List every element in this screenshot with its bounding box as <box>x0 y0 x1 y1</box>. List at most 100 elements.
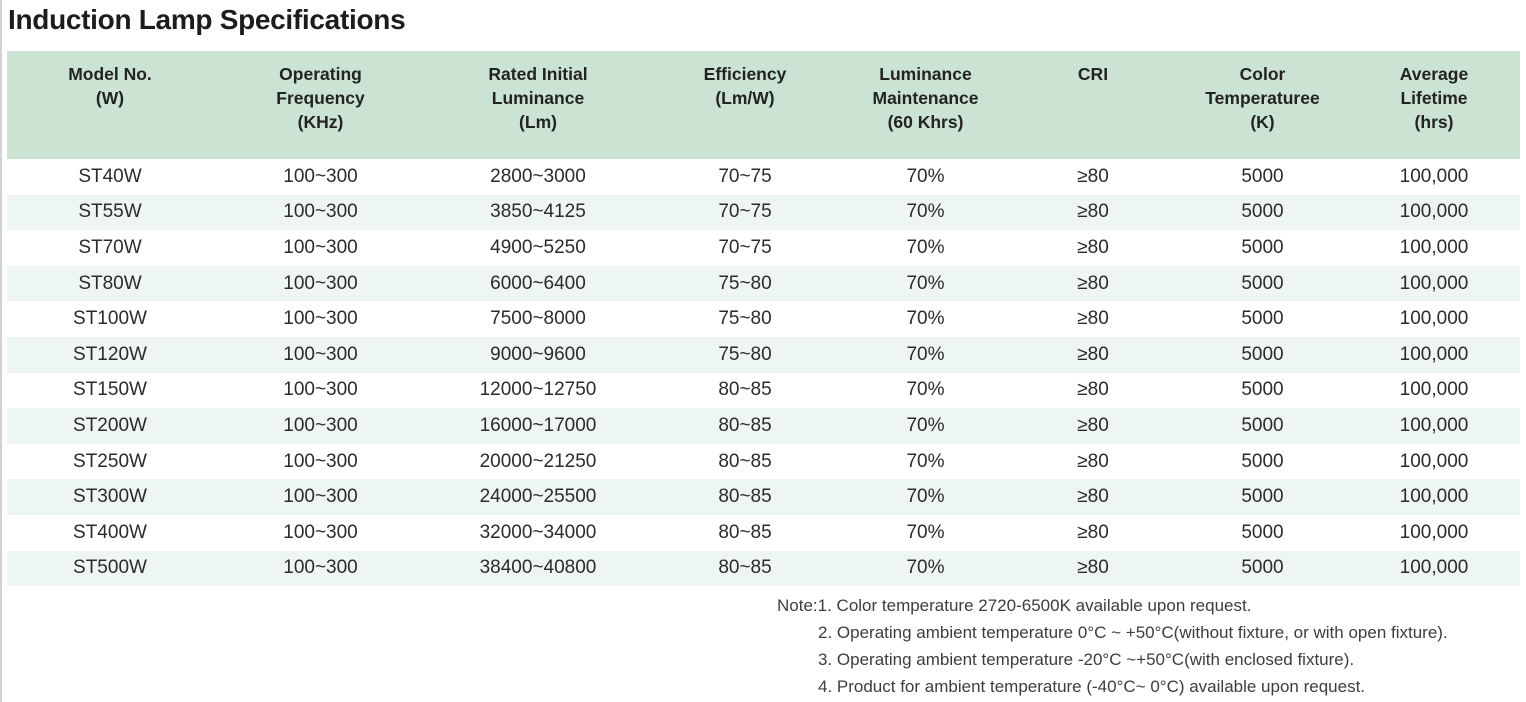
cell-efficiency: 75~80 <box>718 272 772 294</box>
cell-efficiency: 80~85 <box>718 450 772 472</box>
cell-cri: ≥80 <box>1077 272 1109 294</box>
table-row: ST200W 100~300 16000~17000 80~85 70% ≥80… <box>7 408 1520 444</box>
cell-rated-initial-luminance: 20000~21250 <box>479 450 597 472</box>
cell-cri: ≥80 <box>1077 521 1109 543</box>
cell-color-temperature: 5000 <box>1241 486 1284 508</box>
cell-luminance-maintenance: 70% <box>906 343 945 365</box>
cell-operating-frequency: 100~300 <box>283 521 358 543</box>
cell-rated-initial-luminance: 24000~25500 <box>479 486 597 508</box>
cell-model: ST150W <box>73 379 147 401</box>
header-average-lifetime: Average Lifetime (hrs) <box>1348 51 1520 159</box>
cell-efficiency: 80~85 <box>718 521 772 543</box>
cell-average-lifetime: 100,000 <box>1399 343 1469 365</box>
cell-efficiency: 80~85 <box>718 557 772 579</box>
cell-average-lifetime: 100,000 <box>1399 308 1469 330</box>
cell-luminance-maintenance: 70% <box>906 414 945 436</box>
cell-model: ST250W <box>73 450 147 472</box>
table-row: ST500W 100~300 38400~40800 80~85 70% ≥80… <box>7 550 1520 587</box>
cell-operating-frequency: 100~300 <box>283 308 358 330</box>
cell-luminance-maintenance: 70% <box>906 272 945 294</box>
cell-efficiency: 70~75 <box>718 201 772 223</box>
cell-cri: ≥80 <box>1077 486 1109 508</box>
table-row: ST80W 100~300 6000~6400 75~80 70% ≥80 50… <box>7 265 1520 302</box>
cell-average-lifetime: 100,000 <box>1399 165 1469 187</box>
cell-color-temperature: 5000 <box>1241 414 1284 436</box>
note-label: Note: <box>777 596 818 615</box>
cell-color-temperature: 5000 <box>1241 521 1284 543</box>
induction-lamp-spec-table: Model No. (W) Operating Frequency (KHz) … <box>7 51 1520 587</box>
cell-rated-initial-luminance: 9000~9600 <box>490 343 586 365</box>
cell-average-lifetime: 100,000 <box>1399 521 1469 543</box>
page-left-edge-line <box>0 0 2 702</box>
header-model: Model No. (W) <box>7 51 213 159</box>
cell-model: ST500W <box>73 557 147 579</box>
cell-model: ST80W <box>78 272 142 294</box>
notes-block: Note: 1. Color temperature 2720-6500K av… <box>777 592 1448 700</box>
cell-luminance-maintenance: 70% <box>906 308 945 330</box>
cell-color-temperature: 5000 <box>1241 308 1284 330</box>
cell-operating-frequency: 100~300 <box>283 201 358 223</box>
cell-operating-frequency: 100~300 <box>283 165 358 187</box>
cell-luminance-maintenance: 70% <box>906 450 945 472</box>
page-title: Induction Lamp Specifications <box>8 4 406 35</box>
cell-cri: ≥80 <box>1077 379 1109 401</box>
cell-color-temperature: 5000 <box>1241 450 1284 472</box>
cell-cri: ≥80 <box>1077 557 1109 579</box>
cell-average-lifetime: 100,000 <box>1399 557 1469 579</box>
cell-efficiency: 80~85 <box>718 379 772 401</box>
cell-cri: ≥80 <box>1077 236 1109 258</box>
cell-cri: ≥80 <box>1077 308 1109 330</box>
note-item: 3. Operating ambient temperature -20°C ~… <box>818 650 1355 669</box>
cell-operating-frequency: 100~300 <box>283 272 358 294</box>
cell-luminance-maintenance: 70% <box>906 379 945 401</box>
cell-color-temperature: 5000 <box>1241 236 1284 258</box>
cell-model: ST400W <box>73 521 147 543</box>
cell-efficiency: 70~75 <box>718 165 772 187</box>
note-line: Note: 1. Color temperature 2720-6500K av… <box>777 592 1448 619</box>
cell-rated-initial-luminance: 6000~6400 <box>490 272 586 294</box>
cell-color-temperature: 5000 <box>1241 379 1284 401</box>
cell-average-lifetime: 100,000 <box>1399 236 1469 258</box>
cell-cri: ≥80 <box>1077 165 1109 187</box>
cell-efficiency: 70~75 <box>718 236 772 258</box>
cell-operating-frequency: 100~300 <box>283 450 358 472</box>
note-item: 4. Product for ambient temperature (-40°… <box>818 677 1366 696</box>
cell-cri: ≥80 <box>1077 201 1109 223</box>
cell-model: ST120W <box>73 343 147 365</box>
header-rated-initial-luminance: Rated Initial Luminance (Lm) <box>428 51 648 159</box>
cell-operating-frequency: 100~300 <box>283 414 358 436</box>
cell-luminance-maintenance: 70% <box>906 486 945 508</box>
cell-operating-frequency: 100~300 <box>283 486 358 508</box>
table-body: ST40W 100~300 2800~3000 70~75 70% ≥80 50… <box>7 159 1520 587</box>
cell-model: ST200W <box>73 414 147 436</box>
table-row: ST150W 100~300 12000~12750 80~85 70% ≥80… <box>7 373 1520 409</box>
table-row: ST300W 100~300 24000~25500 80~85 70% ≥80… <box>7 479 1520 515</box>
cell-luminance-maintenance: 70% <box>906 201 945 223</box>
cell-color-temperature: 5000 <box>1241 165 1284 187</box>
table-row: ST55W 100~300 3850~4125 70~75 70% ≥80 50… <box>7 194 1520 231</box>
cell-operating-frequency: 100~300 <box>283 557 358 579</box>
header-efficiency: Efficiency (Lm/W) <box>648 51 842 159</box>
header-color-temperature: Color Temperaturee (K) <box>1177 51 1348 159</box>
cell-rated-initial-luminance: 38400~40800 <box>479 557 597 579</box>
table-header-row: Model No. (W) Operating Frequency (KHz) … <box>7 51 1520 159</box>
note-item: 2. Operating ambient temperature 0°C ~ +… <box>818 623 1448 642</box>
cell-color-temperature: 5000 <box>1241 201 1284 223</box>
cell-model: ST100W <box>73 308 147 330</box>
cell-rated-initial-luminance: 3850~4125 <box>490 201 586 223</box>
cell-efficiency: 80~85 <box>718 486 772 508</box>
cell-cri: ≥80 <box>1077 414 1109 436</box>
cell-color-temperature: 5000 <box>1241 343 1284 365</box>
cell-model: ST55W <box>78 201 142 223</box>
table-row: ST250W 100~300 20000~21250 80~85 70% ≥80… <box>7 444 1520 480</box>
table-header: Model No. (W) Operating Frequency (KHz) … <box>7 51 1520 159</box>
cell-average-lifetime: 100,000 <box>1399 450 1469 472</box>
cell-efficiency: 75~80 <box>718 343 772 365</box>
table-row: ST100W 100~300 7500~8000 75~80 70% ≥80 5… <box>7 301 1520 337</box>
cell-luminance-maintenance: 70% <box>906 165 945 187</box>
header-cri: CRI <box>1009 51 1177 159</box>
header-luminance-maintenance: Luminance Maintenance (60 Khrs) <box>842 51 1009 159</box>
cell-rated-initial-luminance: 12000~12750 <box>479 379 597 401</box>
cell-average-lifetime: 100,000 <box>1399 486 1469 508</box>
cell-color-temperature: 5000 <box>1241 557 1284 579</box>
